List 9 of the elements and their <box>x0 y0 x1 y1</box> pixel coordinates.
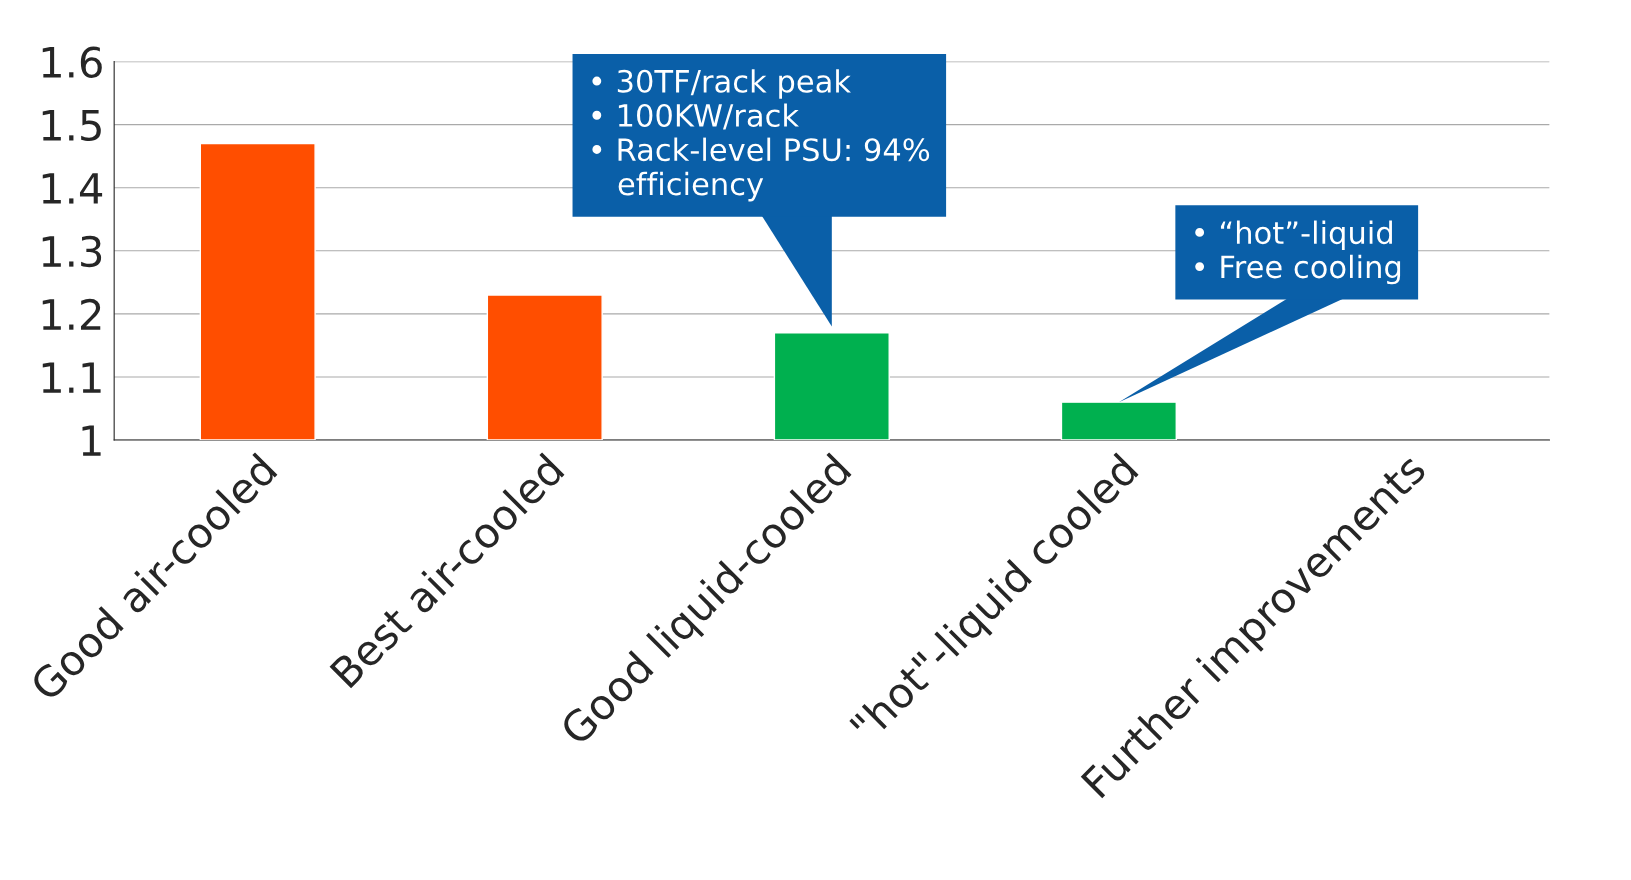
y-tick-label: 1.6 <box>42 46 102 79</box>
annotation: • “hot”-liquid • Free cooling <box>1195 220 1401 285</box>
y-tick-label: 1 <box>82 425 101 456</box>
y-tick-label: 1.1 <box>42 362 101 393</box>
y-tick-label: 1.4 <box>42 173 103 204</box>
y-tick-label: 1.2 <box>42 298 101 330</box>
annotation: • 30TF/rack peak • 100KW/rack • Rack-level PSU: 94% efficiency <box>592 69 930 202</box>
y-tick-label: 1.5 <box>42 110 101 142</box>
y-tick-label: 1.3 <box>42 235 102 268</box>
